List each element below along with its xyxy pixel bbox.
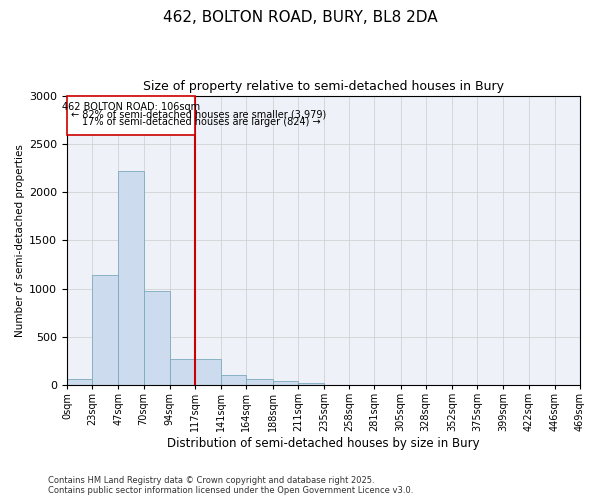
Title: Size of property relative to semi-detached houses in Bury: Size of property relative to semi-detach… [143, 80, 504, 93]
Bar [118, 171, 143, 385]
Text: 462, BOLTON ROAD, BURY, BL8 2DA: 462, BOLTON ROAD, BURY, BL8 2DA [163, 10, 437, 25]
Text: 462 BOLTON ROAD: 106sqm: 462 BOLTON ROAD: 106sqm [62, 102, 200, 113]
Y-axis label: Number of semi-detached properties: Number of semi-detached properties [15, 144, 25, 337]
Text: Contains HM Land Registry data © Crown copyright and database right 2025.
Contai: Contains HM Land Registry data © Crown c… [48, 476, 413, 495]
Bar [195, 359, 221, 385]
FancyBboxPatch shape [67, 96, 195, 135]
Text: 17% of semi-detached houses are larger (824) →: 17% of semi-detached houses are larger (… [82, 117, 321, 127]
Bar [247, 380, 272, 385]
X-axis label: Distribution of semi-detached houses by size in Bury: Distribution of semi-detached houses by … [167, 437, 480, 450]
Bar [67, 380, 92, 385]
Bar [272, 382, 298, 385]
Text: ← 82% of semi-detached houses are smaller (3,979): ← 82% of semi-detached houses are smalle… [71, 109, 326, 119]
Bar [143, 292, 170, 385]
Bar [221, 374, 247, 385]
Bar [298, 383, 324, 385]
Bar [92, 275, 118, 385]
Bar [170, 359, 195, 385]
